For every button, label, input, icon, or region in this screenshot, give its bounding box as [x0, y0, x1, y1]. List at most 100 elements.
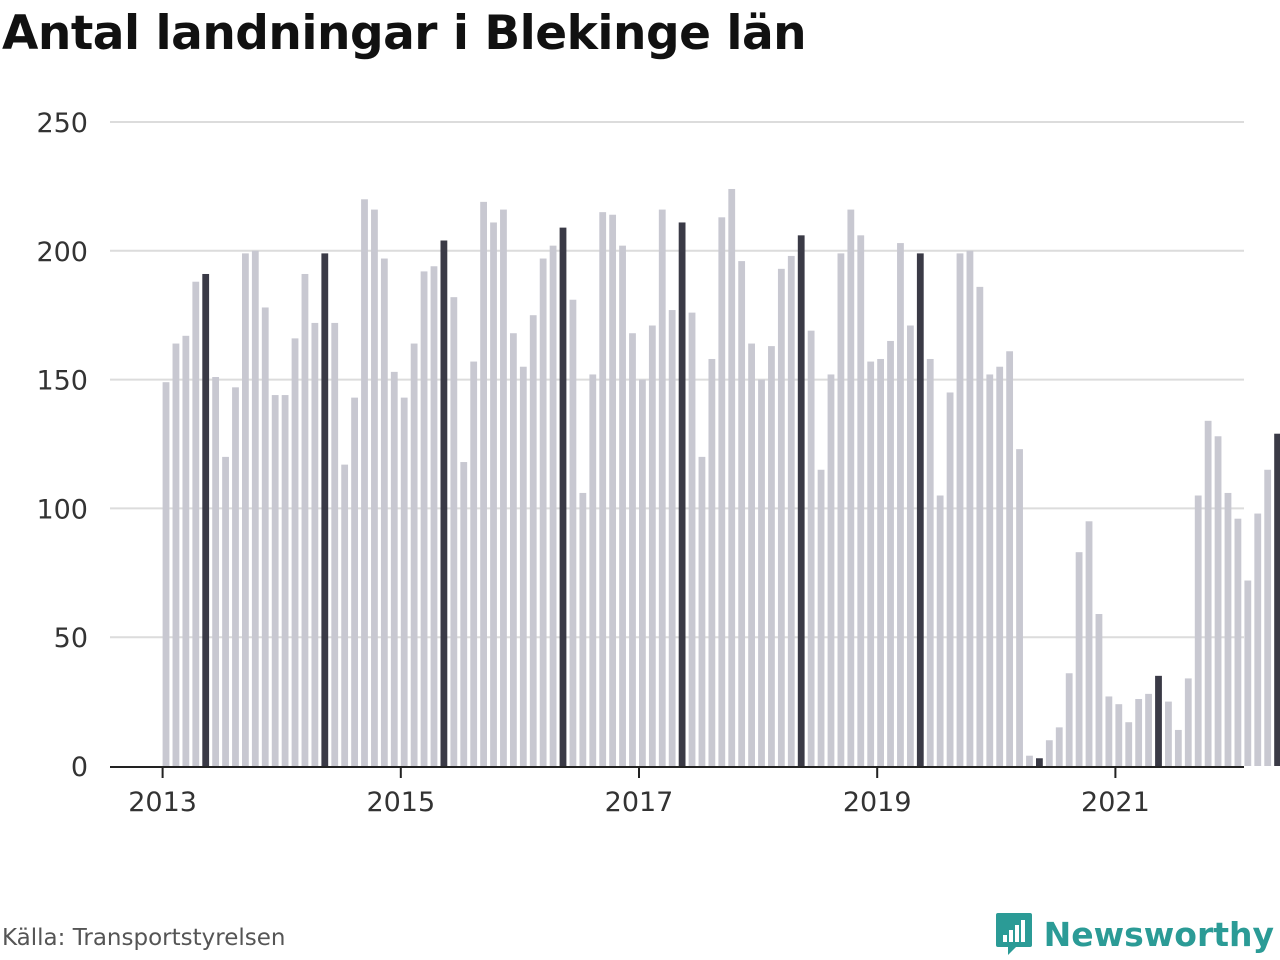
bar — [599, 212, 607, 766]
bar — [162, 382, 170, 766]
bar — [728, 188, 736, 767]
bar — [202, 273, 210, 766]
bar — [1065, 673, 1073, 766]
bar — [1075, 552, 1083, 766]
bar — [251, 250, 259, 767]
bar — [341, 464, 349, 766]
bar — [946, 392, 954, 766]
bar — [1026, 755, 1033, 766]
bar — [1115, 704, 1123, 766]
bar — [787, 255, 795, 766]
bar — [748, 343, 755, 766]
bar — [688, 312, 696, 766]
bar — [867, 361, 875, 766]
bar — [1036, 758, 1043, 766]
bar — [589, 374, 597, 766]
bar — [648, 325, 656, 766]
bar — [232, 387, 239, 766]
bar — [1045, 740, 1053, 766]
bar — [996, 366, 1004, 766]
bar — [390, 371, 398, 766]
bar — [1125, 722, 1133, 766]
bar — [331, 322, 339, 766]
bar — [1194, 495, 1202, 766]
bar — [301, 273, 309, 766]
bar — [986, 374, 994, 766]
bar — [1016, 449, 1023, 766]
y-tick-label: 100 — [36, 494, 88, 525]
bar — [271, 395, 279, 766]
bar — [212, 377, 220, 766]
bar — [708, 358, 716, 766]
bar — [460, 462, 468, 766]
bar — [619, 245, 626, 766]
bar — [1274, 433, 1280, 766]
x-tick-label: 2019 — [843, 787, 912, 818]
bar — [480, 201, 487, 767]
newsworthy-logo-icon — [995, 913, 1032, 955]
y-tick-label: 250 — [36, 108, 88, 139]
bar — [1234, 518, 1242, 766]
bar — [400, 397, 408, 766]
bar — [182, 335, 190, 766]
bar — [976, 286, 984, 766]
bar — [1174, 729, 1182, 766]
bar — [1135, 699, 1143, 766]
bar — [1244, 580, 1252, 766]
bar — [1085, 521, 1093, 766]
bar — [966, 250, 974, 767]
x-tick-label: 2017 — [605, 787, 674, 818]
bar — [242, 253, 249, 766]
bar — [678, 222, 686, 766]
y-tick-label: 50 — [54, 623, 88, 654]
bar — [1214, 436, 1222, 766]
bar — [559, 227, 567, 766]
brand-name: Newsworthy — [1043, 914, 1274, 954]
source-note: Källa: Transportstyrelsen — [2, 925, 286, 951]
y-tick-label: 200 — [36, 237, 88, 268]
bar — [1095, 614, 1103, 766]
bar — [639, 379, 646, 766]
x-tick-label: 2013 — [128, 787, 197, 818]
bar — [470, 361, 478, 766]
bar — [877, 358, 884, 766]
y-axis-ticks: 0 50 100 150 200 250 — [36, 108, 88, 783]
bar — [440, 240, 448, 766]
bar — [1204, 420, 1212, 766]
bar — [192, 281, 200, 766]
bar — [321, 253, 329, 766]
bar — [629, 333, 636, 766]
bar — [529, 315, 537, 766]
bars — [162, 188, 1280, 767]
bar — [718, 217, 726, 766]
bar — [539, 258, 547, 766]
bar — [738, 261, 746, 766]
bar — [897, 243, 904, 766]
bar — [777, 268, 785, 766]
bar — [906, 325, 914, 766]
gridlines — [110, 121, 1244, 639]
bar — [837, 253, 845, 766]
bar — [579, 492, 587, 766]
chart-title: Antal landningar i Blekinge län — [2, 6, 807, 61]
bar — [311, 322, 319, 766]
bar — [1055, 727, 1063, 766]
bar — [1224, 492, 1232, 766]
bar — [668, 310, 676, 766]
bar — [658, 209, 666, 766]
brand: Newsworthy — [994, 910, 1274, 958]
bar — [936, 495, 944, 766]
bar — [1105, 696, 1113, 766]
bar — [817, 469, 825, 766]
bar — [827, 374, 835, 766]
bar — [1006, 351, 1014, 766]
bar — [549, 245, 557, 766]
bar — [956, 253, 964, 766]
y-tick-label: 150 — [36, 366, 88, 397]
x-tick-label: 2021 — [1081, 787, 1150, 818]
bar — [509, 333, 517, 766]
bar — [609, 214, 617, 767]
bar — [172, 343, 180, 766]
bar — [698, 456, 706, 766]
bar — [351, 397, 358, 766]
